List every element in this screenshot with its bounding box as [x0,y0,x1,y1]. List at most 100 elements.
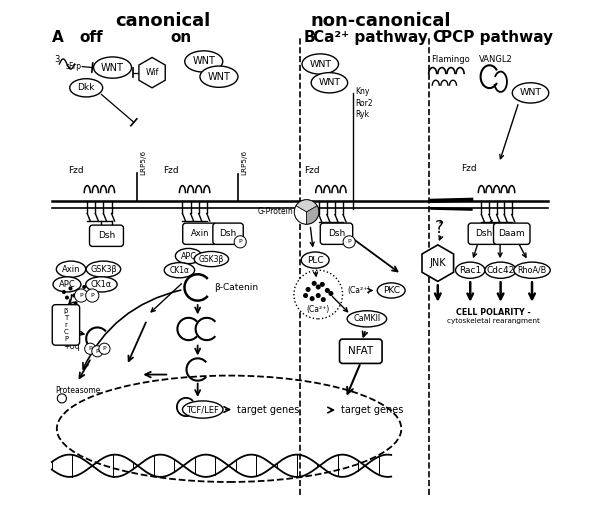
Ellipse shape [56,261,86,277]
Text: WNT: WNT [101,62,124,73]
Ellipse shape [200,66,238,87]
Ellipse shape [53,277,81,292]
Circle shape [328,291,334,296]
Text: WNT: WNT [520,88,542,98]
Text: Kny
Ror2
Ryk: Kny Ror2 Ryk [356,87,373,119]
Circle shape [343,236,355,248]
Circle shape [321,297,326,302]
Ellipse shape [485,262,517,278]
Circle shape [320,282,325,287]
Ellipse shape [455,262,485,278]
FancyBboxPatch shape [213,223,243,244]
FancyBboxPatch shape [183,223,217,244]
Text: Fzd: Fzd [304,166,320,175]
Text: Proteasome: Proteasome [55,386,101,395]
Ellipse shape [164,263,194,278]
Text: RhoA/B: RhoA/B [517,266,547,275]
Ellipse shape [311,73,347,93]
Circle shape [76,289,80,293]
Text: CK1α: CK1α [169,266,190,275]
Text: C: C [433,30,444,45]
Ellipse shape [182,401,223,418]
Ellipse shape [86,261,121,277]
Circle shape [72,294,76,298]
Circle shape [325,288,330,293]
Wedge shape [295,206,307,224]
Ellipse shape [377,283,405,298]
Text: CK1α: CK1α [91,280,112,289]
Wedge shape [307,206,319,224]
Text: Axin: Axin [62,265,80,274]
Polygon shape [422,245,454,281]
Text: APC: APC [59,280,76,289]
FancyBboxPatch shape [89,225,124,246]
Text: (Ca²⁺): (Ca²⁺) [347,286,371,295]
FancyBboxPatch shape [494,223,530,244]
Ellipse shape [86,277,117,292]
Circle shape [305,287,311,292]
Circle shape [62,290,66,294]
Text: B: B [304,30,315,45]
Text: WNT: WNT [309,59,331,69]
Circle shape [85,293,89,297]
Text: VANGL2: VANGL2 [479,55,512,65]
Text: canonical: canonical [116,12,211,30]
Text: PCP pathway: PCP pathway [441,30,553,45]
Text: PKC: PKC [383,286,400,295]
Text: (Ca²⁺): (Ca²⁺) [307,305,330,313]
Text: NFAT: NFAT [348,346,373,356]
Circle shape [303,293,308,298]
Circle shape [92,346,103,357]
Wedge shape [296,200,317,212]
Text: LRP5/6: LRP5/6 [140,150,146,175]
Text: Ca²⁺ pathway: Ca²⁺ pathway [313,30,428,45]
Circle shape [65,296,69,300]
Circle shape [68,287,73,291]
Circle shape [74,289,88,302]
Circle shape [316,284,321,290]
Text: ?: ? [434,218,443,237]
Circle shape [234,236,246,248]
Text: PLC: PLC [307,256,323,265]
Text: GSK3β: GSK3β [199,255,224,264]
Circle shape [82,285,86,289]
Ellipse shape [185,51,223,72]
Text: target genes: target genes [236,404,299,415]
Ellipse shape [70,79,103,97]
Text: off: off [80,30,103,45]
Text: Dsh: Dsh [220,229,236,238]
Ellipse shape [301,252,329,268]
Text: Dsh: Dsh [475,229,492,238]
Text: +Uq: +Uq [64,342,80,351]
Text: β-Catenin: β-Catenin [214,283,258,292]
Text: JNK: JNK [430,258,446,268]
Circle shape [99,343,110,354]
Text: β
T
r
C
P: β T r C P [64,308,68,342]
Ellipse shape [94,57,131,78]
Text: sFrp: sFrp [66,62,82,71]
FancyBboxPatch shape [320,223,353,244]
Text: WNT: WNT [319,78,340,87]
FancyBboxPatch shape [468,223,499,244]
Circle shape [311,281,317,286]
Text: Cdc42: Cdc42 [487,266,515,275]
Text: Daam: Daam [499,229,525,238]
Ellipse shape [194,251,229,267]
Circle shape [85,343,96,354]
Text: WNT: WNT [208,72,230,82]
Text: TCF/LEF: TCF/LEF [186,405,219,414]
FancyBboxPatch shape [340,339,382,363]
Text: Axin: Axin [190,229,209,238]
Text: CaMKII: CaMKII [353,314,380,324]
Circle shape [295,200,319,224]
Text: Wif: Wif [145,68,159,77]
Text: 3: 3 [54,55,59,64]
Text: non-canonical: non-canonical [311,12,451,30]
Text: Dsh: Dsh [328,229,345,238]
Text: P: P [238,239,242,244]
Ellipse shape [175,248,202,264]
Circle shape [74,301,77,305]
Ellipse shape [512,83,549,103]
Circle shape [294,270,343,319]
Text: Fzd: Fzd [163,166,179,175]
